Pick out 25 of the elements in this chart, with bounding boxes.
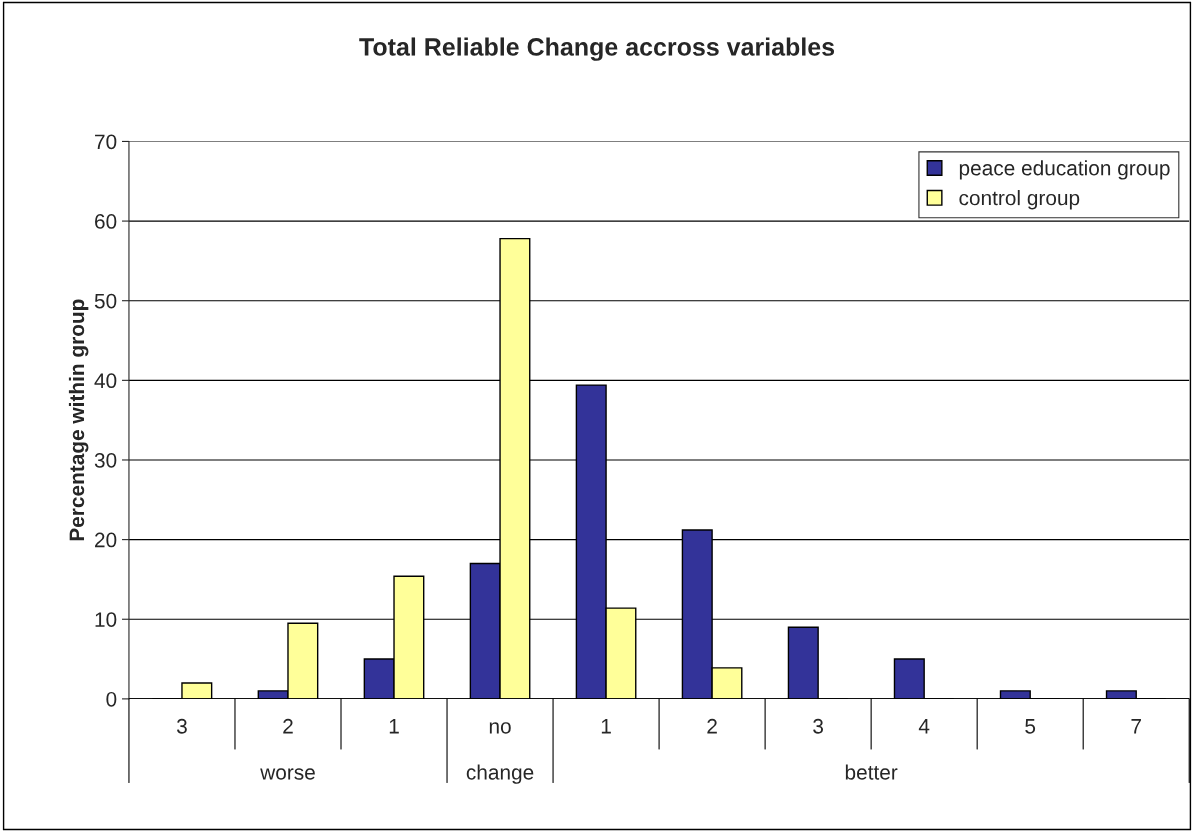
x-tick-label: 1 xyxy=(601,719,611,734)
legend-label: peace education group xyxy=(959,160,1170,180)
x-tick-label: 4 xyxy=(918,719,930,734)
x-tick-label: 3 xyxy=(176,718,187,734)
x-tick-label: 1 xyxy=(389,719,399,734)
x-tick-label: 7 xyxy=(1131,719,1141,734)
y-tick-label: 50 xyxy=(94,293,117,309)
y-tick-label: 20 xyxy=(95,532,117,548)
y-axis-title: Percentage within group xyxy=(68,299,89,541)
y-tick-label: 10 xyxy=(95,612,117,627)
text: worse xyxy=(260,768,315,780)
legend-label: control group xyxy=(959,190,1080,210)
chart-title: Total Reliable Change accross variables xyxy=(359,37,835,61)
y-tick-label: 60 xyxy=(95,214,117,229)
x-tick-label: 5 xyxy=(1025,719,1036,734)
x-tick-label: 2 xyxy=(283,718,293,734)
x-tick-label: no xyxy=(489,722,511,734)
text: change xyxy=(466,764,534,784)
y-tick-label: 0 xyxy=(106,691,117,707)
x-tick-label: 3 xyxy=(813,718,824,734)
text: better xyxy=(845,764,898,780)
x-tick-label: 2 xyxy=(707,718,717,734)
y-tick-label: 30 xyxy=(94,452,117,468)
y-tick-label: 40 xyxy=(94,373,117,389)
y-tick-label: 70 xyxy=(95,134,117,150)
